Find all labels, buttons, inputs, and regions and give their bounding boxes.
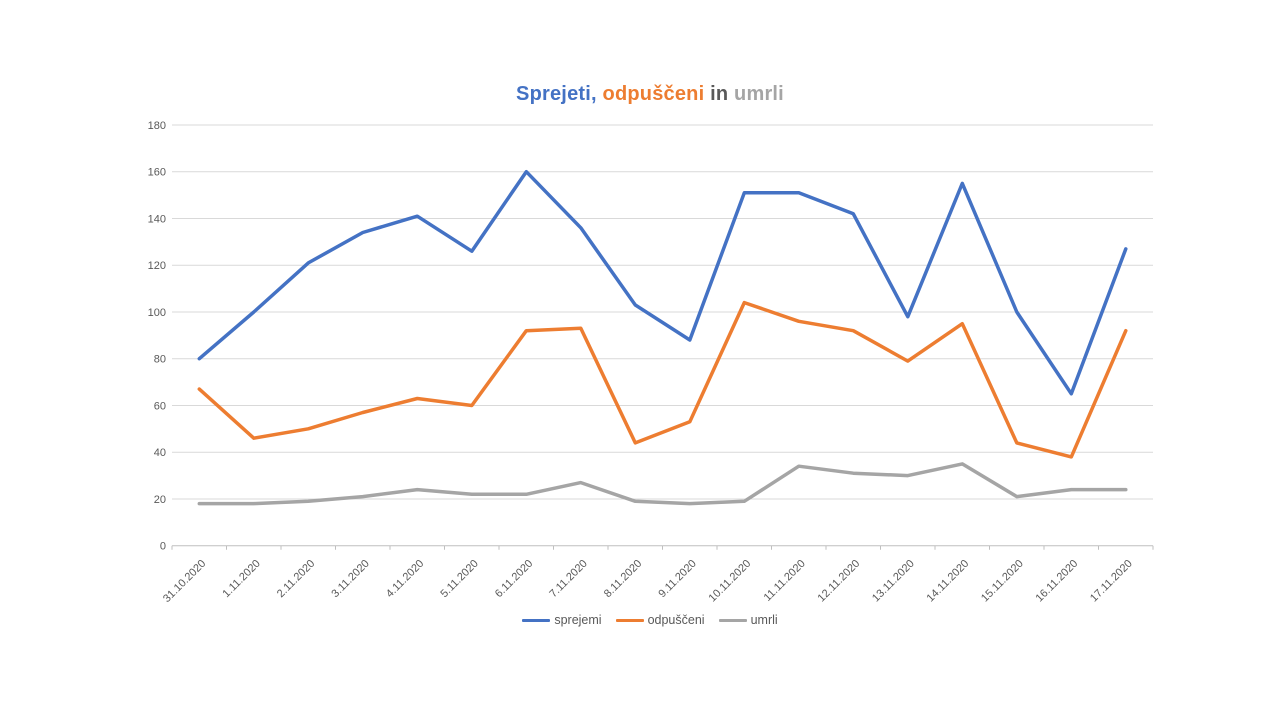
series-line-odpuščeni: [197, 300, 1128, 459]
x-axis-tick-label: 11.11.2020: [762, 558, 808, 604]
x-axis-tick-label: 14.11.2020: [925, 558, 972, 605]
x-axis-tick-label: 9.11.2020: [656, 558, 699, 601]
x-axis-tick-label: 4.11.2020: [384, 558, 427, 601]
legend-label: odpuščeni: [647, 613, 705, 627]
chart-title-segment: in: [704, 83, 729, 105]
y-axis-tick-label: 180: [148, 120, 166, 132]
x-axis-tick-label: 10.11.2020: [707, 558, 754, 605]
chart-title-segment: Sprejeti,: [516, 83, 597, 105]
x-axis-tick-label: 13.11.2020: [870, 558, 917, 605]
y-axis-tick-label: 20: [154, 494, 166, 506]
legend-line-swatch: [718, 618, 747, 622]
y-axis-tick-label: 140: [148, 213, 166, 225]
y-axis-tick-label: 100: [148, 307, 166, 319]
legend-line-swatch: [615, 618, 644, 622]
x-axis-tick-label: 1.11.2020: [220, 558, 263, 601]
y-axis-labels-group: 0 20 40 60 80 100 120 140 160 180: [148, 120, 166, 553]
y-axis-tick-label: 60: [154, 400, 166, 412]
x-axis-tick-label: 17.11.2020: [1088, 558, 1135, 605]
legend-label: umrli: [750, 613, 778, 627]
chart-title: Sprejeti, odpuščeni in umrli: [0, 83, 1280, 106]
x-axis-tick-label: 16.11.2020: [1034, 558, 1081, 605]
x-axis-tick-label: 8.11.2020: [602, 558, 645, 601]
y-axis-tick-label: 0: [160, 541, 166, 553]
series-line-sprejemi: [197, 169, 1128, 396]
x-axis-labels-group: 31.10.2020 1.11.2020 2.11.2020 3.11.2020 4.1…: [161, 558, 1135, 605]
legend-item-sprejemi: sprejemi: [522, 613, 602, 627]
y-axis-tick-label: 40: [154, 447, 166, 459]
y-axis-tick-label: 120: [148, 260, 166, 272]
x-axis-tick-label: 6.11.2020: [493, 558, 536, 601]
x-axis-tick-label: 15.11.2020: [979, 558, 1026, 605]
chart-legend: sprejemi odpuščeni umrli: [0, 613, 1280, 627]
legend-item-odpuščeni: odpuščeni: [615, 613, 705, 627]
x-axis-tick-label: 5.11.2020: [438, 558, 481, 601]
x-axis-tick-label: 31.10.2020: [161, 558, 208, 605]
series-line-umrli: [197, 462, 1128, 506]
legend-label: sprejemi: [554, 613, 602, 627]
x-axis-tick-label: 2.11.2020: [275, 558, 318, 601]
x-axis-tick-label: 7.11.2020: [547, 558, 590, 601]
y-axis-tick-label: 160: [148, 167, 166, 179]
x-axis-tick-label: 12.11.2020: [816, 558, 863, 605]
gridlines-group: [171, 124, 1154, 550]
chart-title-segment: umrli: [728, 83, 784, 105]
chart-title-segment: odpuščeni: [596, 83, 705, 105]
legend-line-swatch: [522, 618, 551, 622]
series-lines-group: [197, 169, 1128, 506]
legend-item-umrli: umrli: [718, 613, 778, 627]
y-axis-tick-label: 80: [154, 354, 166, 366]
x-axis-tick-label: 3.11.2020: [329, 558, 372, 601]
